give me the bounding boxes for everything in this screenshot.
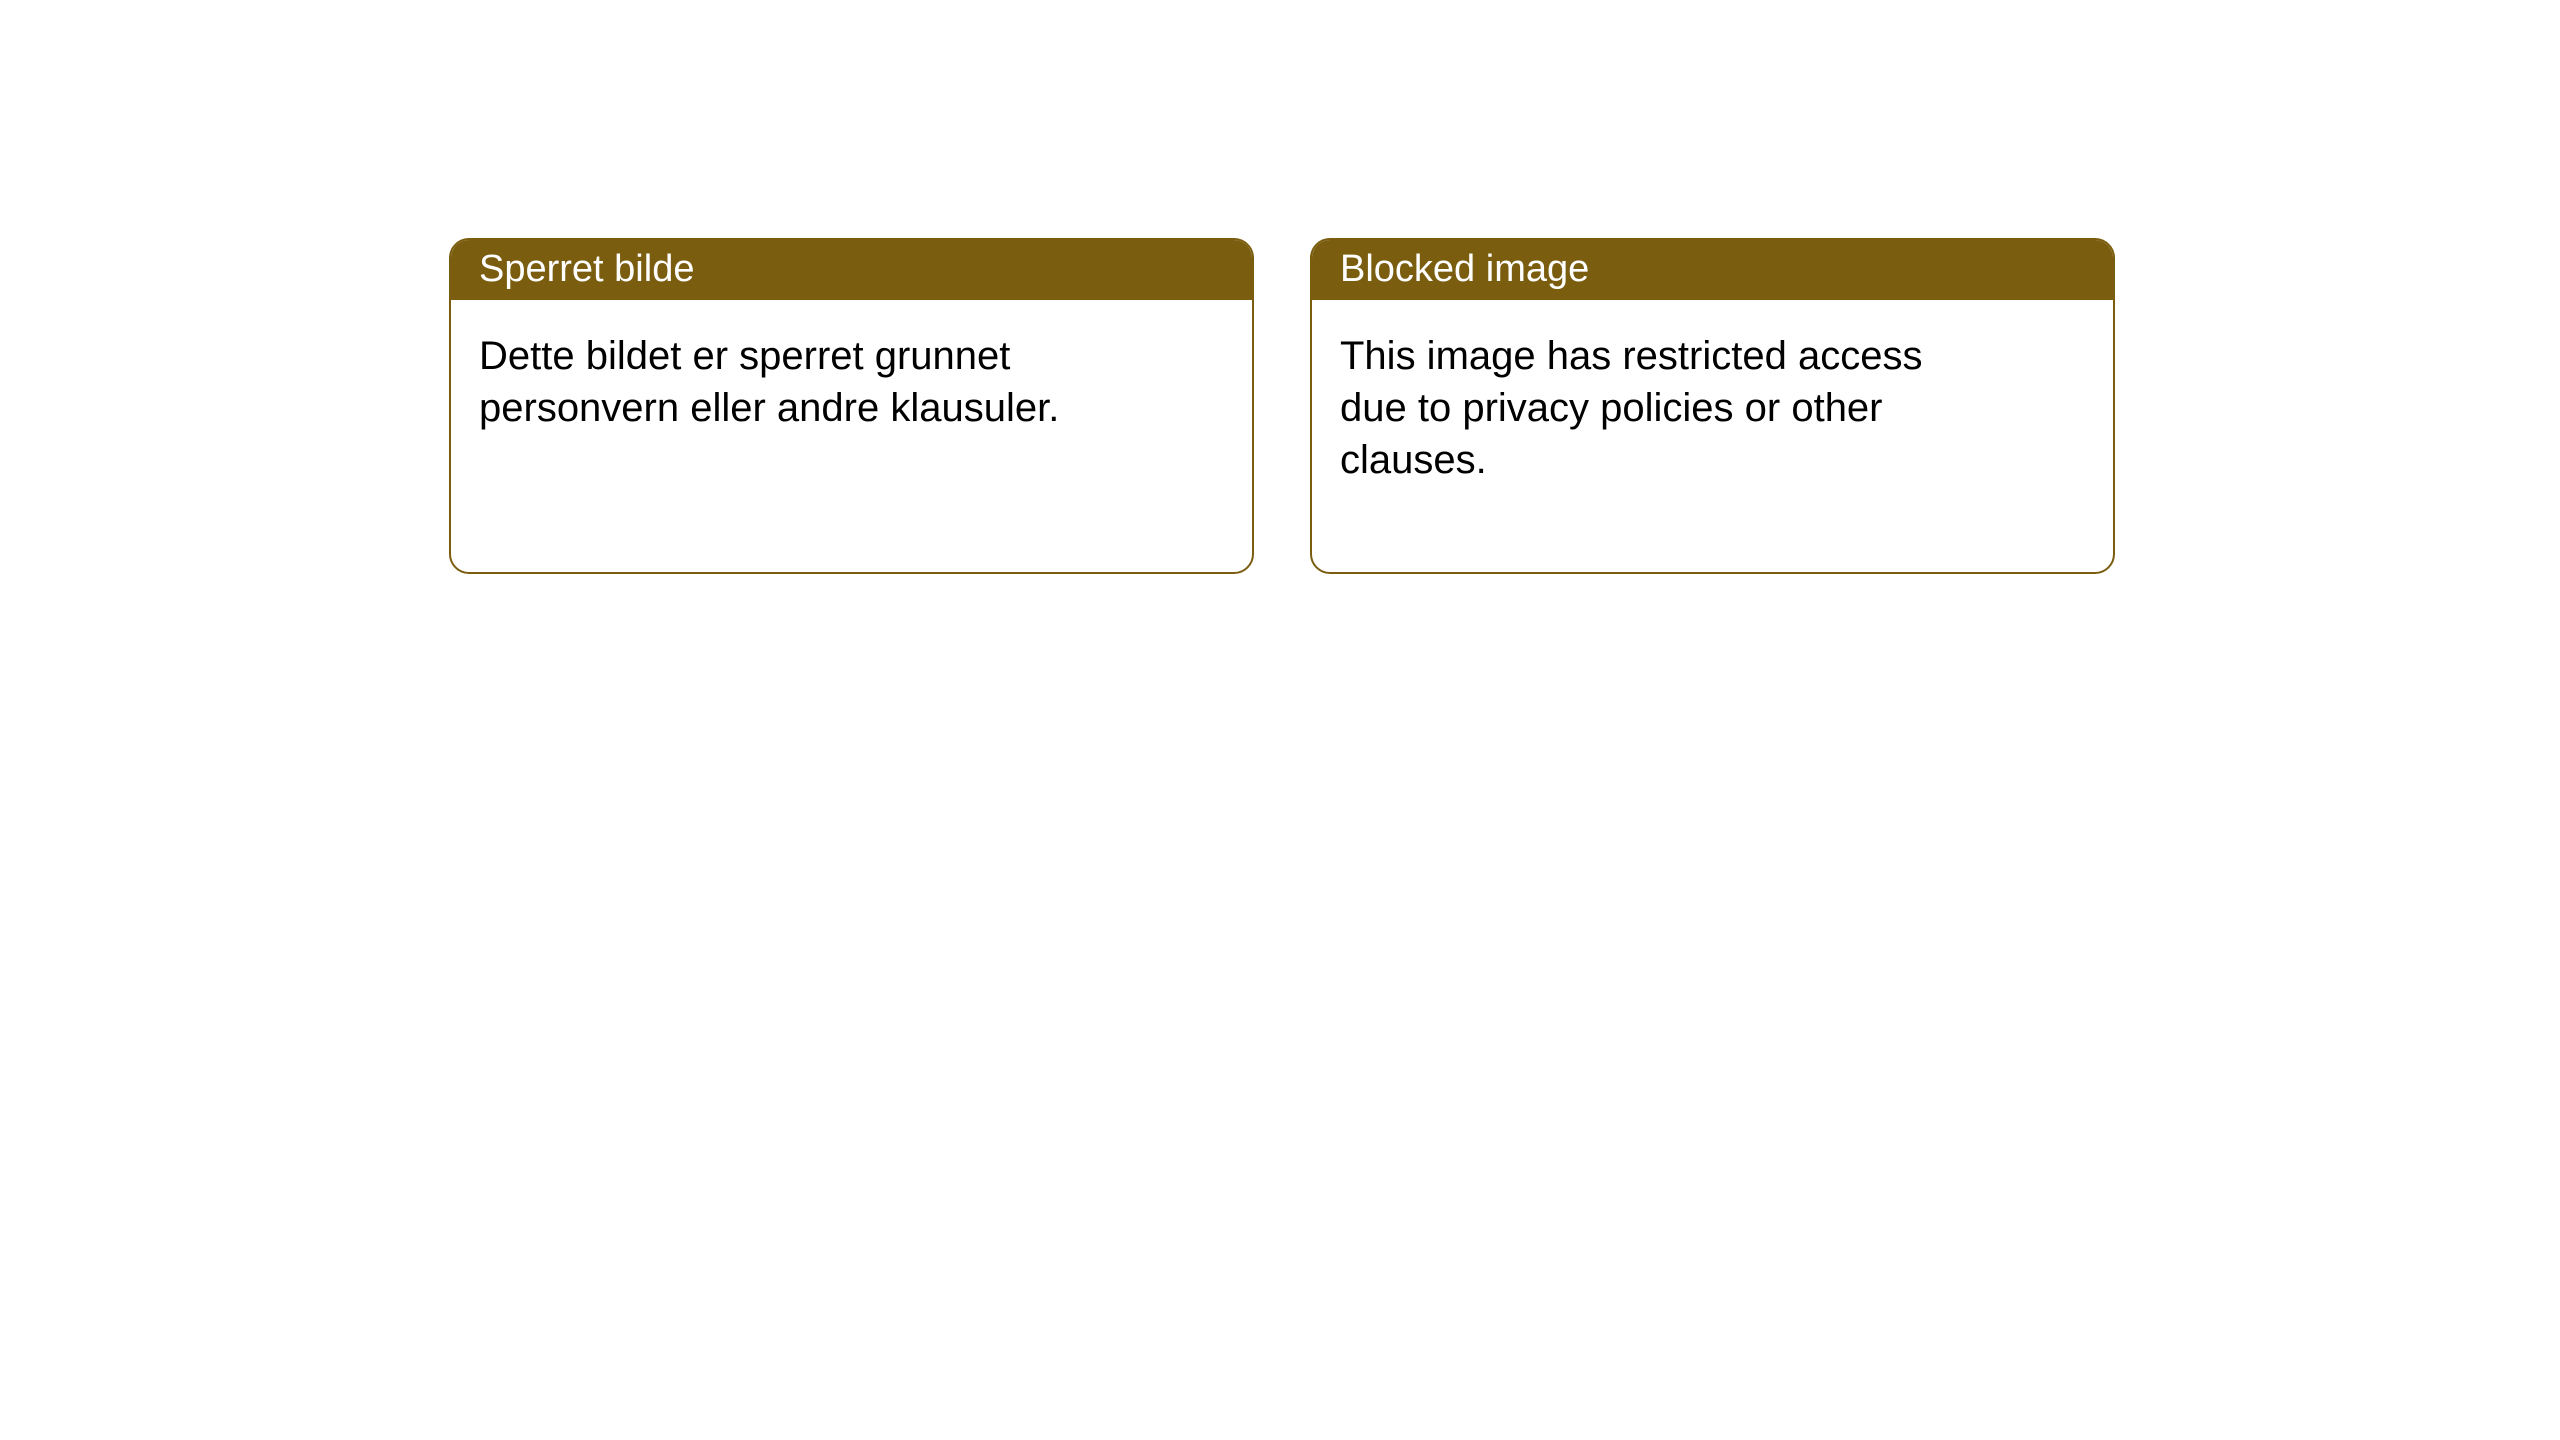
card-body-text: Dette bildet er sperret grunnet personve… xyxy=(479,330,1129,434)
blocked-image-cards-container: Sperret bilde Dette bildet er sperret gr… xyxy=(449,238,2560,574)
blocked-image-card-norwegian: Sperret bilde Dette bildet er sperret gr… xyxy=(449,238,1254,574)
card-title: Blocked image xyxy=(1340,248,1589,291)
card-body-text: This image has restricted access due to … xyxy=(1340,330,1990,486)
card-body: This image has restricted access due to … xyxy=(1312,300,2113,516)
blocked-image-card-english: Blocked image This image has restricted … xyxy=(1310,238,2115,574)
card-header: Sperret bilde xyxy=(451,240,1252,300)
card-body: Dette bildet er sperret grunnet personve… xyxy=(451,300,1252,464)
card-title: Sperret bilde xyxy=(479,248,694,291)
card-header: Blocked image xyxy=(1312,240,2113,300)
